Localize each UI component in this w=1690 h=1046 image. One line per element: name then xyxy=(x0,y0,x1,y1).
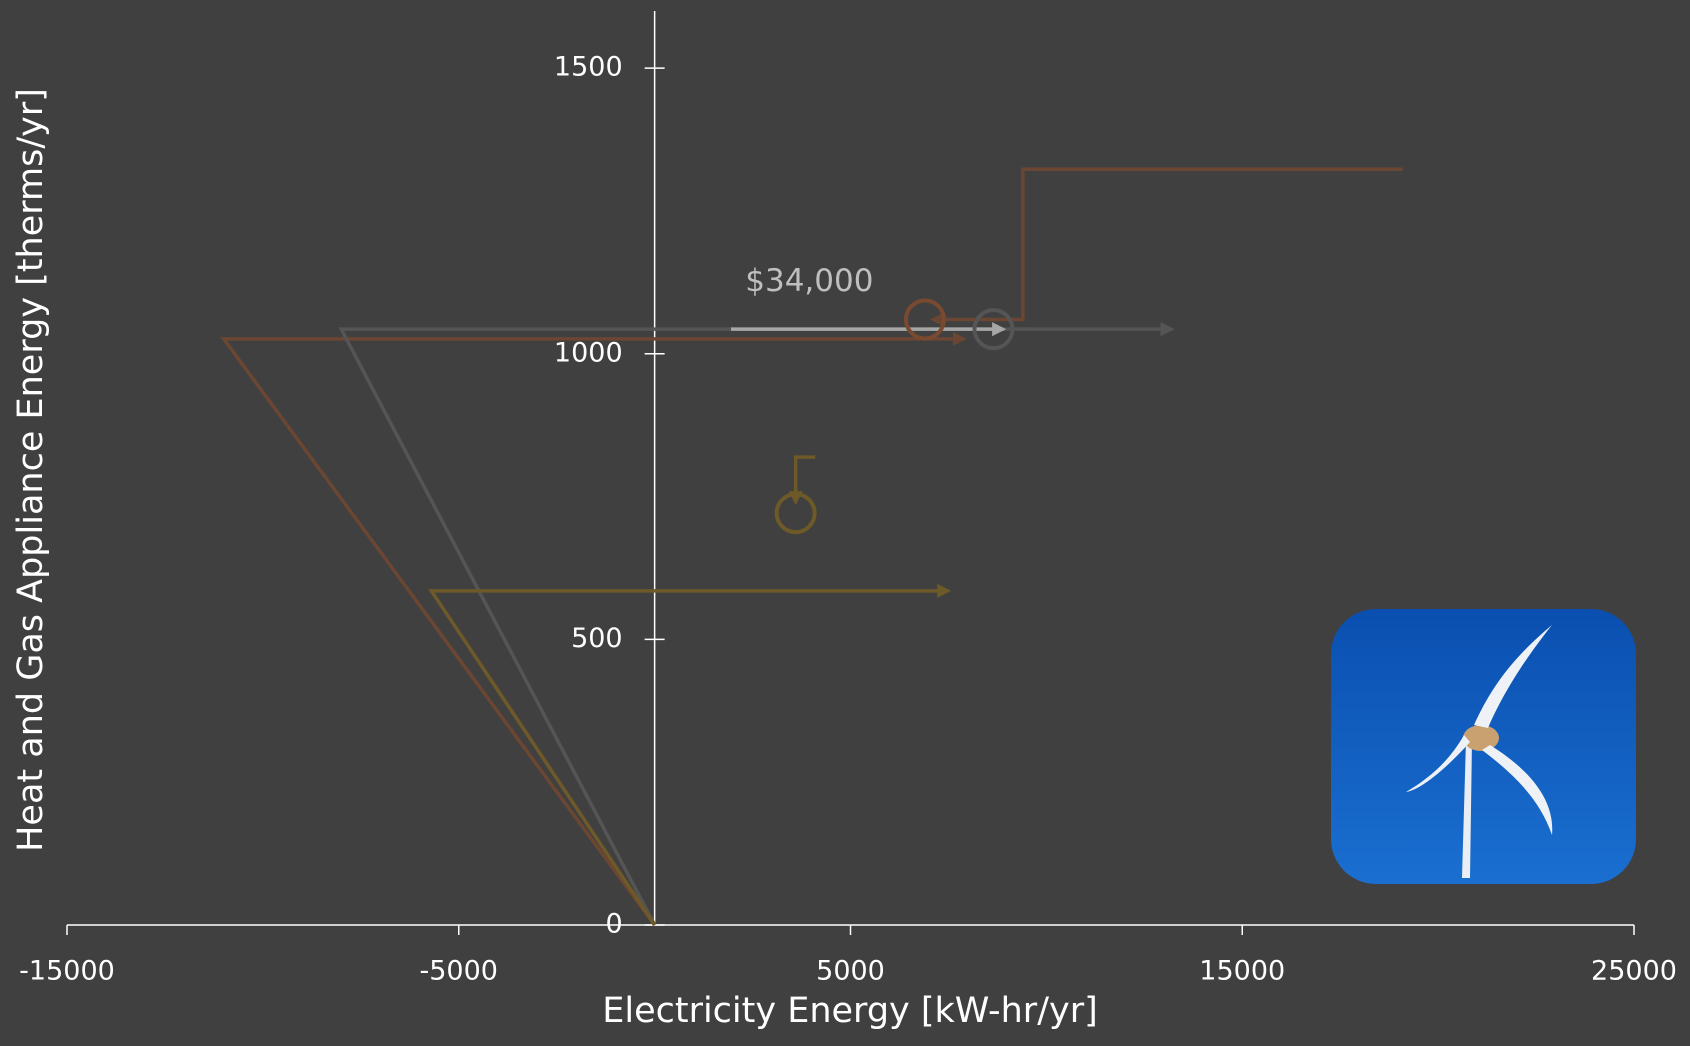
annotation: $34,000 xyxy=(745,263,873,299)
series-line xyxy=(788,455,816,506)
x-tick-label: 15000 xyxy=(1199,956,1285,987)
y-tick-label: 1500 xyxy=(554,52,623,83)
series-line xyxy=(220,331,967,927)
series-line xyxy=(929,167,1403,327)
series-line xyxy=(428,583,952,926)
series-line xyxy=(338,322,1175,926)
x-tick-label: 5000 xyxy=(816,956,885,987)
y-tick-label: 1000 xyxy=(554,337,623,368)
y-tick-label: 500 xyxy=(571,623,623,654)
point-circle xyxy=(903,298,946,341)
x-tick-label: 25000 xyxy=(1591,956,1677,987)
x-tick-label: -5000 xyxy=(420,956,498,987)
y-axis-title: Heat and Gas Appliance Energy [therms/yr… xyxy=(11,88,51,852)
point-circle xyxy=(774,492,817,535)
point-circle xyxy=(972,308,1015,351)
y-tick-label: 0 xyxy=(605,909,622,940)
x-tick-label: -15000 xyxy=(19,956,115,987)
turbine-photo xyxy=(1331,609,1636,884)
x-axis-title: Electricity Energy [kW-hr/yr] xyxy=(602,991,1098,1031)
